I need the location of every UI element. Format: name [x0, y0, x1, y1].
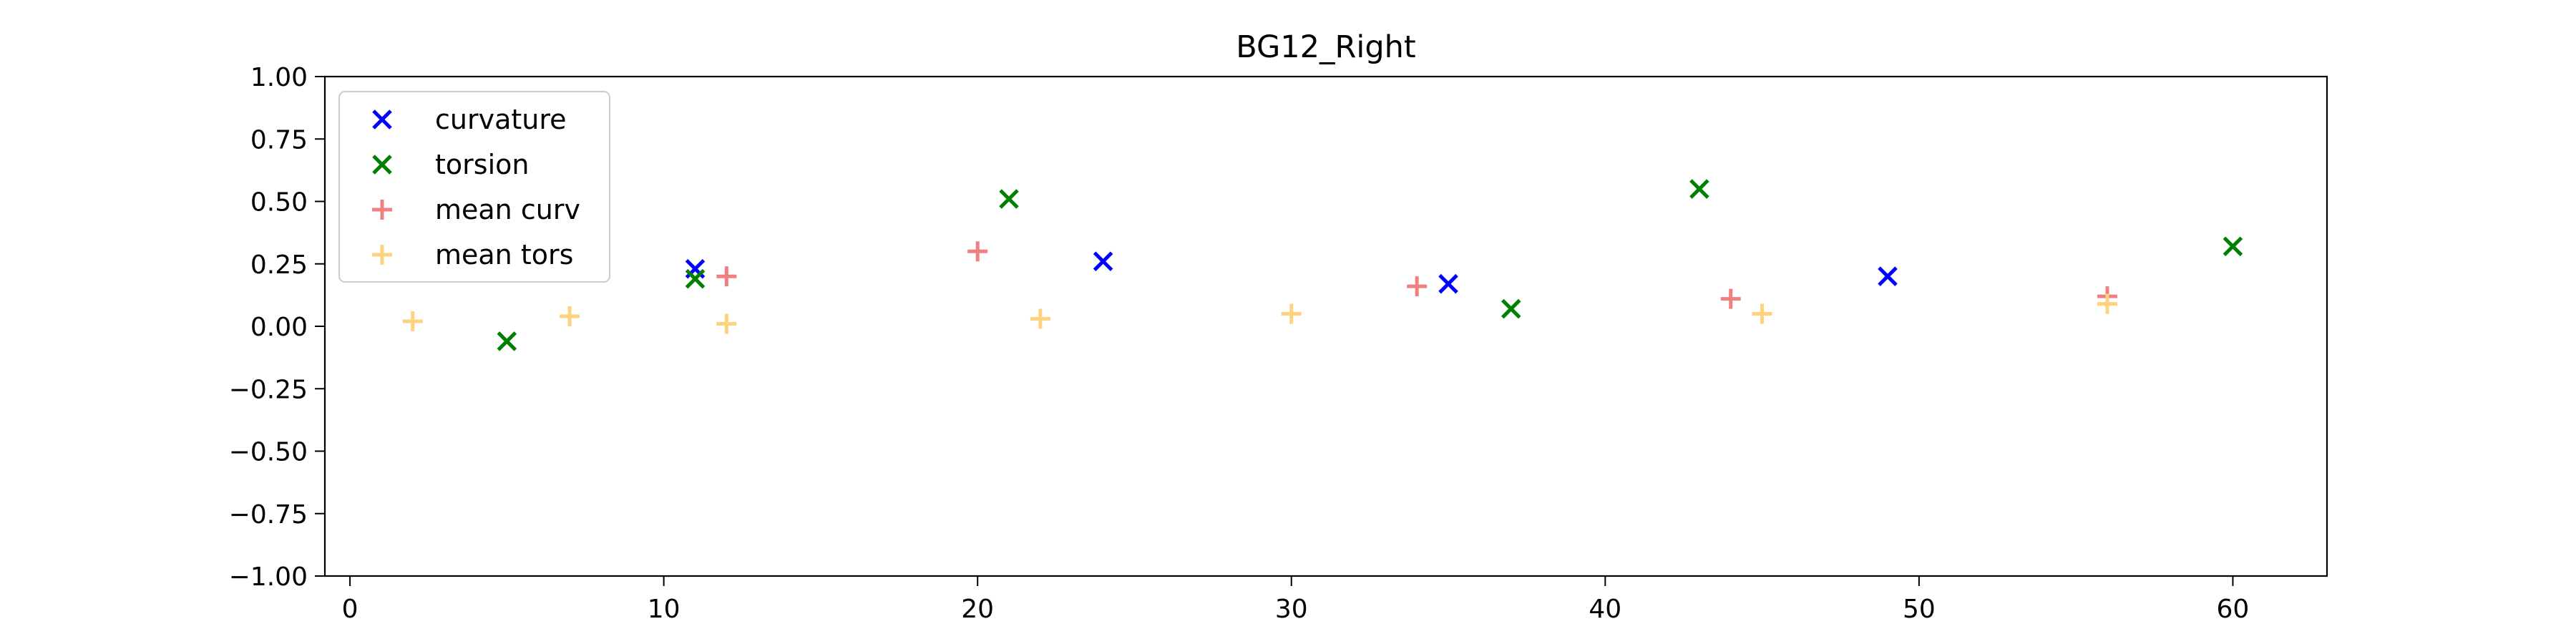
data-point — [967, 241, 988, 262]
series-curvature — [685, 251, 1898, 294]
data-point — [1720, 288, 1741, 309]
x-tick-label: 10 — [648, 595, 680, 624]
data-point — [1752, 303, 1772, 324]
x-axis: 0 10 20 30 40 50 60 — [342, 576, 2250, 624]
legend-label: torsion — [435, 149, 529, 180]
data-point — [1407, 276, 1428, 297]
y-tick-label: 0.50 — [250, 188, 308, 218]
series-mean-curv — [716, 241, 2118, 309]
data-point — [1438, 273, 1458, 294]
data-point — [1501, 298, 1521, 319]
data-point — [560, 306, 580, 327]
legend-entry: mean curv — [372, 194, 580, 225]
data-point — [685, 268, 706, 289]
plot-frame — [323, 75, 2328, 577]
legend-label: mean tors — [435, 239, 573, 270]
y-tick-label: −0.75 — [229, 500, 308, 530]
legend-marker — [372, 245, 392, 265]
x-tick-label: 60 — [2217, 595, 2250, 624]
data-point — [716, 266, 737, 287]
chart-title: BG12_Right — [1236, 29, 1416, 65]
data-point — [497, 331, 517, 351]
x-tick-label: 30 — [1275, 595, 1308, 624]
y-tick-label: −1.00 — [229, 562, 308, 592]
legend-entry: curvature — [372, 104, 567, 135]
data-point — [1878, 266, 1898, 286]
y-tick-label: −0.25 — [229, 375, 308, 404]
y-axis: 1.00 0.75 0.50 0.25 0.00 −0.25 −0.50 −0.75 −1.00 — [229, 63, 325, 592]
legend-label: mean curv — [435, 194, 580, 225]
legend: curvature torsion mean curv mean tors — [338, 91, 610, 283]
data-point — [716, 313, 737, 334]
data-point — [1689, 179, 1709, 199]
y-tick-label: 1.00 — [250, 63, 308, 92]
series-mean-tors — [402, 293, 2118, 334]
legend-entry: torsion — [372, 149, 529, 180]
legend-entry: mean tors — [372, 239, 573, 270]
legend-marker — [372, 200, 392, 220]
data-point — [1030, 308, 1050, 329]
legend-marker — [372, 155, 392, 175]
y-tick-label: 0.00 — [250, 313, 308, 342]
legend-marker — [372, 109, 392, 130]
legend-label: curvature — [435, 104, 567, 135]
x-tick-label: 20 — [961, 595, 994, 624]
data-point — [402, 311, 423, 332]
data-point — [1281, 303, 1302, 324]
data-marks — [402, 179, 2243, 351]
data-point — [2097, 293, 2118, 314]
series-torsion — [497, 179, 2243, 351]
data-point — [999, 189, 1019, 209]
legend-frame — [338, 91, 610, 283]
x-tick-label: 40 — [1589, 595, 1621, 624]
data-point — [2223, 236, 2243, 257]
x-tick-label: 50 — [1903, 595, 1936, 624]
x-tick-label: 0 — [342, 595, 358, 624]
y-tick-label: −0.50 — [229, 438, 308, 467]
y-tick-label: 0.75 — [250, 125, 308, 155]
y-tick-label: 0.25 — [250, 250, 308, 280]
data-point — [1093, 251, 1113, 272]
